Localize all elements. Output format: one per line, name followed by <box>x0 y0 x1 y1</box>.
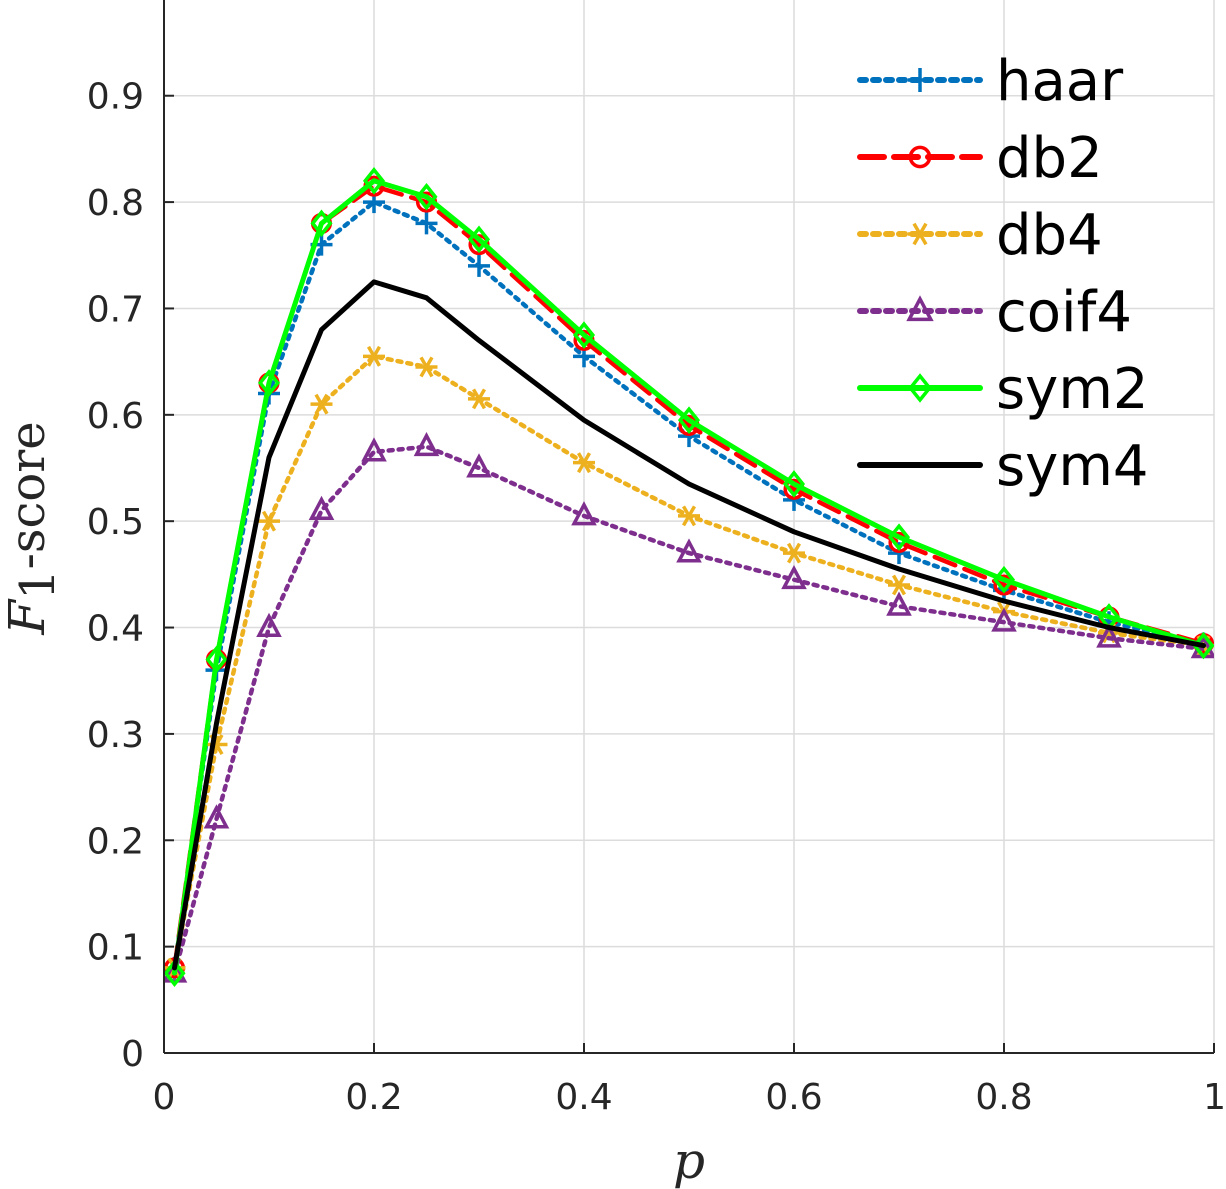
x-tick-label: 0.6 <box>765 1077 822 1118</box>
data-point <box>572 321 596 349</box>
y-tick-label: 0.8 <box>87 183 144 224</box>
x-tick-label: 0.8 <box>975 1077 1032 1118</box>
data-point <box>886 591 912 616</box>
legend-label: sym2 <box>996 357 1149 422</box>
x-tick-label: 0.4 <box>555 1077 612 1118</box>
data-point <box>887 523 911 551</box>
series-layer <box>164 167 1214 988</box>
data-point <box>786 542 802 564</box>
y-tick-label: 0.3 <box>87 715 144 756</box>
series-line <box>172 444 1206 976</box>
data-point <box>912 222 928 246</box>
data-point <box>681 505 697 527</box>
data-point <box>466 453 492 478</box>
y-tick-label: 0.6 <box>87 396 144 437</box>
legend-item-db4: db4 <box>857 203 1103 268</box>
y-axis-label: F1-score <box>0 421 66 635</box>
data-point <box>413 431 440 457</box>
legend-label: coif4 <box>996 280 1132 345</box>
data-point <box>1096 623 1122 648</box>
series-coif4 <box>164 431 1214 983</box>
data-point <box>781 564 807 590</box>
y-tick-label: 0.7 <box>87 289 144 330</box>
x-tick-label: 0.2 <box>345 1077 402 1118</box>
plot-area <box>164 0 1214 1053</box>
y-tick-label: 0 <box>121 1034 144 1075</box>
data-point <box>677 406 701 434</box>
legend-item-sym4: sym4 <box>857 434 1149 499</box>
data-point <box>362 167 386 195</box>
data-point <box>164 958 188 983</box>
y-axis-label-var: F <box>0 598 56 636</box>
data-point <box>203 804 230 829</box>
tick-labels: 0 0.1 0.2 0.3 0.4 0.5 0.6 0.7 0.8 0.9 0 0.2 0.4 0.6 0.… <box>87 77 1226 1118</box>
data-point <box>908 145 932 169</box>
data-point <box>310 209 333 238</box>
data-point <box>314 393 329 415</box>
data-point <box>992 565 1016 594</box>
data-point <box>205 645 228 674</box>
data-point <box>576 452 592 474</box>
legend: haar db2 db4 coif4 sym2 sym4 <box>857 49 1149 499</box>
x-tick-label: 1 <box>1203 1077 1226 1118</box>
y-axis-label-rest: -score <box>0 421 56 569</box>
data-point <box>906 295 934 322</box>
data-point <box>257 369 281 397</box>
legend-label: sym4 <box>996 434 1149 499</box>
data-point <box>571 501 597 526</box>
data-point <box>366 345 382 367</box>
y-tick-label: 0.9 <box>87 77 144 118</box>
data-point <box>782 470 806 498</box>
data-point <box>419 356 434 378</box>
data-point <box>471 388 487 410</box>
series-line <box>172 279 1206 971</box>
y-axis-label-sub: 1 <box>10 569 66 600</box>
data-point <box>256 612 282 637</box>
y-tick-label: 0.5 <box>87 502 144 543</box>
legend-label: db4 <box>996 203 1103 268</box>
y-tick-label: 0.4 <box>87 609 144 650</box>
data-point <box>891 574 907 596</box>
series-sym4 <box>172 279 1206 971</box>
svg-text:F1-score: F1-score <box>0 421 66 635</box>
legend-item-db2: db2 <box>857 126 1103 191</box>
y-tick-label: 0.2 <box>87 821 144 862</box>
y-tick-label: 0.1 <box>87 928 144 969</box>
axes <box>163 0 1214 1054</box>
data-point <box>908 373 932 403</box>
legend-item-sym2: sym2 <box>857 357 1149 422</box>
legend-item-haar: haar <box>857 49 1124 114</box>
data-point <box>991 607 1017 632</box>
legend-label: haar <box>996 49 1124 114</box>
data-point <box>415 182 438 211</box>
data-point <box>308 495 335 520</box>
series-line <box>172 354 1206 971</box>
data-point <box>467 225 491 254</box>
series-line <box>172 199 1206 971</box>
series-line <box>172 178 1206 976</box>
data-point <box>676 538 702 563</box>
x-tick-label: 0 <box>153 1077 176 1118</box>
data-point <box>164 959 186 988</box>
legend-label: db2 <box>996 126 1103 191</box>
legend-item-coif4: coif4 <box>857 280 1132 345</box>
data-point <box>261 510 277 532</box>
x-axis-label: p <box>673 1132 705 1189</box>
data-point <box>361 437 387 462</box>
